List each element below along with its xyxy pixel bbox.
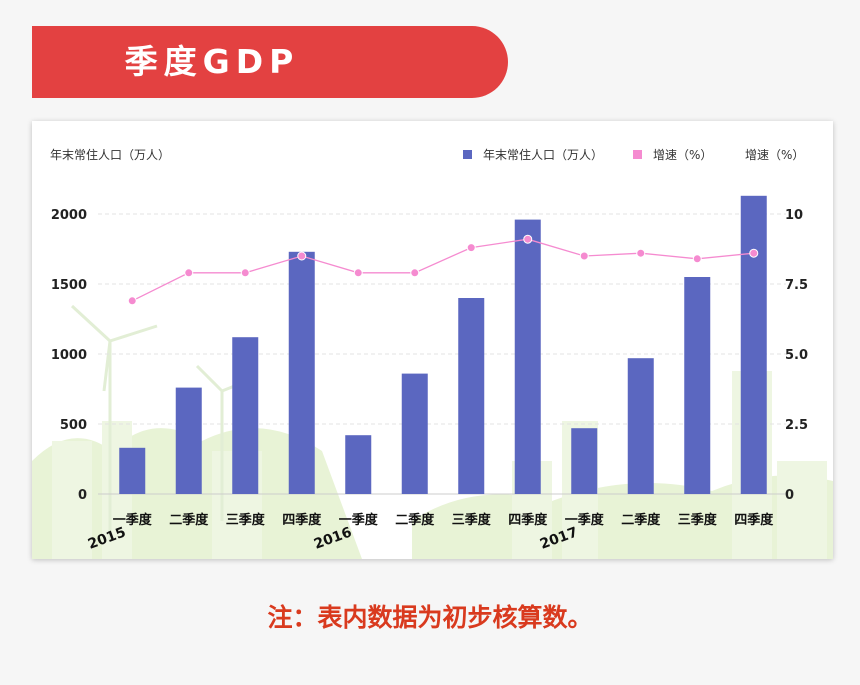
category-label: 三季度 bbox=[226, 512, 266, 528]
bar bbox=[458, 298, 485, 494]
line-series bbox=[127, 234, 759, 306]
category-label: 四季度 bbox=[508, 512, 548, 528]
category-label: 四季度 bbox=[734, 512, 774, 528]
page-title: 季度GDP bbox=[124, 42, 300, 81]
category-label: 三季度 bbox=[678, 512, 718, 528]
legend-line-label: 增速（%） bbox=[653, 148, 712, 162]
left-tick-label: 0 bbox=[78, 488, 87, 503]
line-point bbox=[297, 251, 307, 261]
line-point bbox=[579, 251, 589, 261]
year-label: 2016 bbox=[312, 524, 354, 552]
left-axis-label: 年末常住人口（万人） bbox=[50, 148, 170, 162]
right-tick-label: 5.0 bbox=[785, 348, 808, 363]
right-tick-label: 2.5 bbox=[785, 418, 808, 433]
category-label: 四季度 bbox=[282, 512, 322, 528]
bar-series bbox=[119, 195, 767, 495]
category-label: 一季度 bbox=[339, 512, 379, 528]
line-point bbox=[410, 268, 420, 278]
legend-line-swatch bbox=[633, 150, 642, 159]
category-label: 一季度 bbox=[113, 512, 153, 528]
bar bbox=[627, 358, 654, 494]
category-label: 二季度 bbox=[395, 512, 435, 528]
line-point bbox=[523, 234, 533, 244]
year-label: 2015 bbox=[86, 524, 128, 552]
legend-bar-swatch bbox=[463, 150, 472, 159]
title-banner: 季度GDP bbox=[32, 26, 508, 98]
category-labels: 一季度 二季度 三季度 四季度 一季度 二季度 三季度 四季度 一季度 二季度 三季度 四季度 bbox=[113, 512, 775, 528]
bar bbox=[232, 337, 259, 494]
left-axis-ticks: 0 500 1000 1500 2000 bbox=[51, 208, 87, 503]
legend: 年末常住人口（万人） 增速（%） bbox=[463, 148, 712, 162]
right-tick-label: 0 bbox=[785, 488, 794, 503]
chart-plot: 年末常住人口（万人） 年末常住人口（万人） 增速（%） 增速（%） 0500100… bbox=[50, 148, 808, 553]
bar bbox=[119, 447, 146, 494]
line-point bbox=[636, 248, 646, 258]
line-point bbox=[184, 268, 194, 278]
growth-line bbox=[131, 238, 754, 302]
category-label: 三季度 bbox=[452, 512, 492, 528]
bar bbox=[175, 387, 202, 494]
category-label: 一季度 bbox=[565, 512, 605, 528]
left-tick-label: 1500 bbox=[51, 278, 87, 293]
left-tick-label: 500 bbox=[60, 418, 87, 433]
year-label: 2017 bbox=[538, 524, 580, 552]
right-tick-label: 10 bbox=[785, 208, 803, 223]
line-point bbox=[749, 248, 759, 258]
bar bbox=[740, 195, 767, 495]
bar bbox=[288, 251, 315, 494]
left-tick-label: 1000 bbox=[51, 348, 87, 363]
gridlines bbox=[98, 213, 786, 495]
bar bbox=[345, 435, 372, 494]
line-point bbox=[127, 296, 137, 306]
line-point bbox=[353, 268, 363, 278]
bar bbox=[684, 277, 711, 494]
right-axis-ticks: 0 2.5 5.0 7.5 10 bbox=[785, 208, 808, 503]
category-label: 二季度 bbox=[621, 512, 661, 528]
legend-bar-label: 年末常住人口（万人） bbox=[483, 148, 603, 162]
line-point bbox=[240, 268, 250, 278]
year-labels: 2015 2016 2017 bbox=[86, 524, 580, 552]
chart-card: 年末常住人口（万人） 年末常住人口（万人） 增速（%） 增速（%） 0 500 100… bbox=[32, 121, 833, 559]
right-axis-label: 增速（%） bbox=[745, 148, 804, 162]
line-point bbox=[692, 254, 702, 264]
bar bbox=[514, 219, 541, 494]
left-tick-label: 2000 bbox=[51, 208, 87, 223]
bar bbox=[401, 373, 428, 494]
right-tick-label: 7.5 bbox=[785, 278, 808, 293]
bar bbox=[571, 428, 598, 494]
line-point bbox=[466, 243, 476, 253]
footnote: 注：表内数据为初步核算数。 bbox=[267, 603, 593, 632]
category-label: 二季度 bbox=[169, 512, 209, 528]
